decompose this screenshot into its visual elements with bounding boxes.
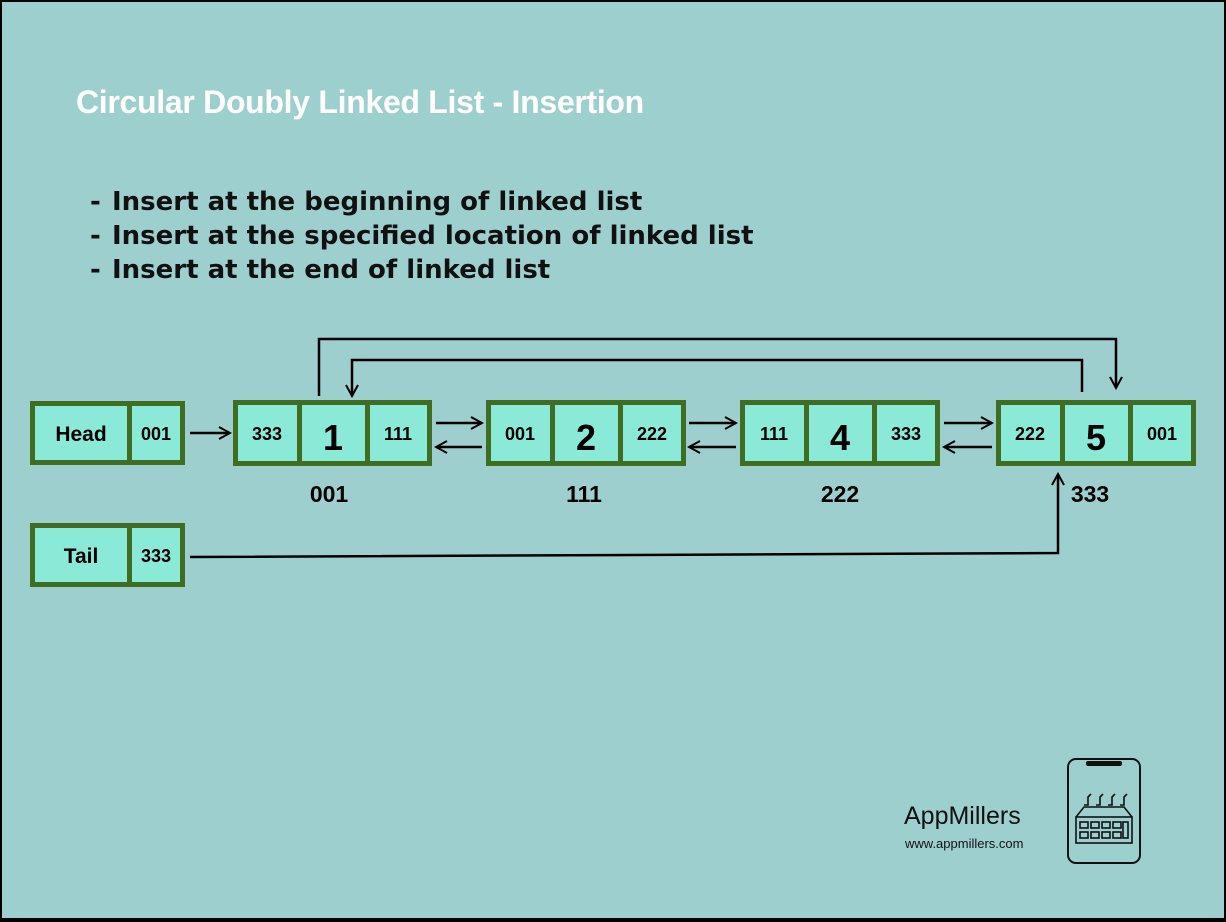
- tail-box: Tail 333: [30, 523, 185, 587]
- node-address: 333: [1071, 481, 1109, 507]
- node-value: 4: [830, 417, 850, 458]
- node-prev: 001: [505, 424, 535, 444]
- list-node: 222 5 001 333: [996, 400, 1196, 507]
- head-pointer: 001: [141, 424, 171, 444]
- circular-prev-arrow: [352, 358, 1084, 396]
- node-value: 2: [576, 417, 596, 458]
- brand-url: www.appmillers.com: [905, 836, 1024, 851]
- bullet-text: Insert at the specified location of link…: [112, 221, 754, 251]
- head-label: Head: [55, 423, 106, 446]
- tail-label: Tail: [64, 545, 99, 568]
- factory-phone-icon: [1067, 758, 1141, 864]
- node-value: 5: [1086, 417, 1106, 458]
- node-address: 001: [310, 481, 349, 507]
- node-next: 333: [891, 424, 921, 444]
- tail-pointer: 333: [141, 546, 171, 566]
- bullet-text: Insert at the beginning of linked list: [112, 187, 643, 217]
- list-node: 001 2 222 111: [486, 400, 686, 507]
- slide-title: Circular Doubly Linked List - Insertion: [76, 84, 644, 120]
- bullet-text: Insert at the end of linked list: [112, 255, 551, 285]
- bullet-list: - Insert at the beginning of linked list …: [90, 185, 754, 287]
- bullet-item: - Insert at the specified location of lin…: [90, 221, 754, 251]
- node-prev: 333: [252, 424, 282, 444]
- node-next: 001: [1147, 424, 1177, 444]
- node-next: 111: [384, 424, 412, 444]
- circular-next-arrow: [317, 337, 1116, 396]
- node-address: 111: [566, 481, 602, 507]
- node-value: 1: [323, 417, 343, 458]
- head-box: Head 001: [30, 401, 185, 465]
- node-next: 222: [637, 424, 667, 444]
- node-prev: 222: [1015, 424, 1045, 444]
- node-prev: 111: [760, 424, 788, 444]
- node-address: 222: [821, 481, 859, 507]
- bullet-item: - Insert at the beginning of linked list: [90, 187, 643, 217]
- bullet-item: - Insert at the end of linked list: [90, 255, 551, 285]
- tail-arrow: [189, 474, 1058, 559]
- brand-name: AppMillers: [904, 802, 1021, 830]
- list-node: 333 1 111 001: [233, 400, 432, 507]
- list-node: 111 4 333 222: [740, 400, 940, 507]
